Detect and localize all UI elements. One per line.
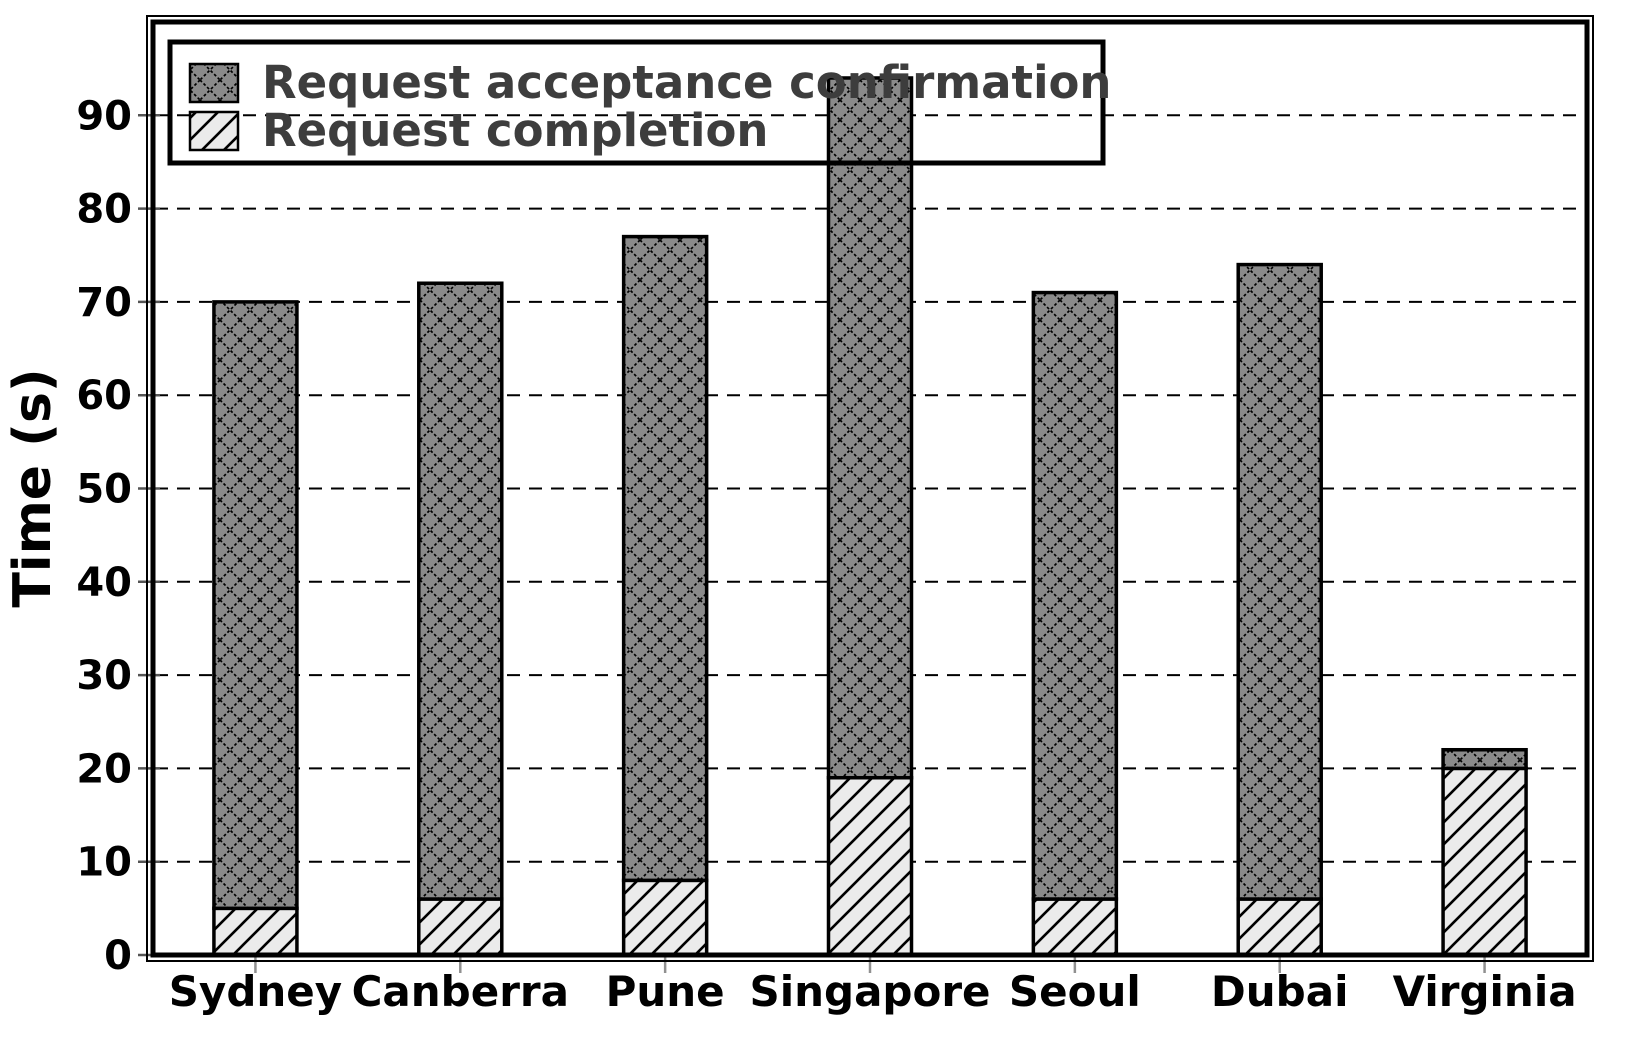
y-tick-label-60: 60 — [76, 373, 132, 419]
bar-sydney-request-completion — [212, 906, 299, 957]
bar-virginia-request-acceptance-confirmation — [1441, 747, 1528, 771]
legend-label-request-acceptance-confirmation: Request acceptance confirmation — [262, 56, 1111, 109]
legend-swatch-request-acceptance-confirmation — [188, 62, 240, 104]
x-tick-label-sydney: Sydney — [169, 967, 342, 1016]
x-tick-label-canberra: Canberra — [352, 967, 569, 1016]
bar-virginia-request-completion — [1441, 766, 1528, 957]
x-tick-label-seoul: Seoul — [1009, 967, 1141, 1016]
bar-sydney-request-acceptance-confirmation — [212, 300, 299, 911]
x-tick-label-singapore: Singapore — [749, 967, 990, 1016]
plot-frame-inner — [150, 19, 1590, 958]
x-tick-label-pune: Pune — [606, 967, 725, 1016]
y-tick-label-20: 20 — [76, 746, 132, 792]
legend-label-request-completion: Request completion — [262, 104, 768, 157]
y-tick-label-80: 80 — [76, 187, 132, 233]
bars — [212, 76, 1528, 957]
bar-pune-request-completion — [621, 878, 709, 957]
y-axis-title: Time (s) — [3, 368, 63, 607]
bar-singapore-request-completion — [826, 775, 914, 957]
y-tick-label-70: 70 — [76, 280, 132, 326]
plot-frame — [146, 15, 1594, 962]
legend-box — [167, 39, 1106, 166]
bar-dubai-request-completion — [1236, 897, 1323, 957]
plot-frame-outer — [146, 15, 1594, 962]
y-tick-label-30: 30 — [76, 653, 132, 699]
bar-pune-request-acceptance-confirmation — [621, 234, 709, 883]
x-tick-label-dubai: Dubai — [1211, 967, 1349, 1016]
bar-canberra-request-completion — [417, 897, 504, 957]
y-tick-label-90: 90 — [76, 93, 132, 139]
y-tick-label-50: 50 — [76, 467, 132, 513]
axes: 0 10 20 30 40 50 60 70 80 90 Sydney Canberra Pune Sin… — [3, 93, 1577, 1016]
legend-swatch-request-completion — [188, 110, 240, 152]
y-tick-label-40: 40 — [76, 560, 132, 606]
bar-seoul-request-acceptance-confirmation — [1031, 290, 1119, 901]
bar-canberra-request-acceptance-confirmation — [417, 281, 504, 901]
bar-seoul-request-completion — [1031, 897, 1119, 957]
bar-singapore-request-acceptance-confirmation — [826, 76, 914, 780]
y-tick-label-10: 10 — [76, 840, 132, 886]
y-tick-label-0: 0 — [104, 933, 132, 979]
x-tick-label-virginia: Virginia — [1393, 967, 1577, 1016]
bar-dubai-request-acceptance-confirmation — [1236, 262, 1323, 901]
